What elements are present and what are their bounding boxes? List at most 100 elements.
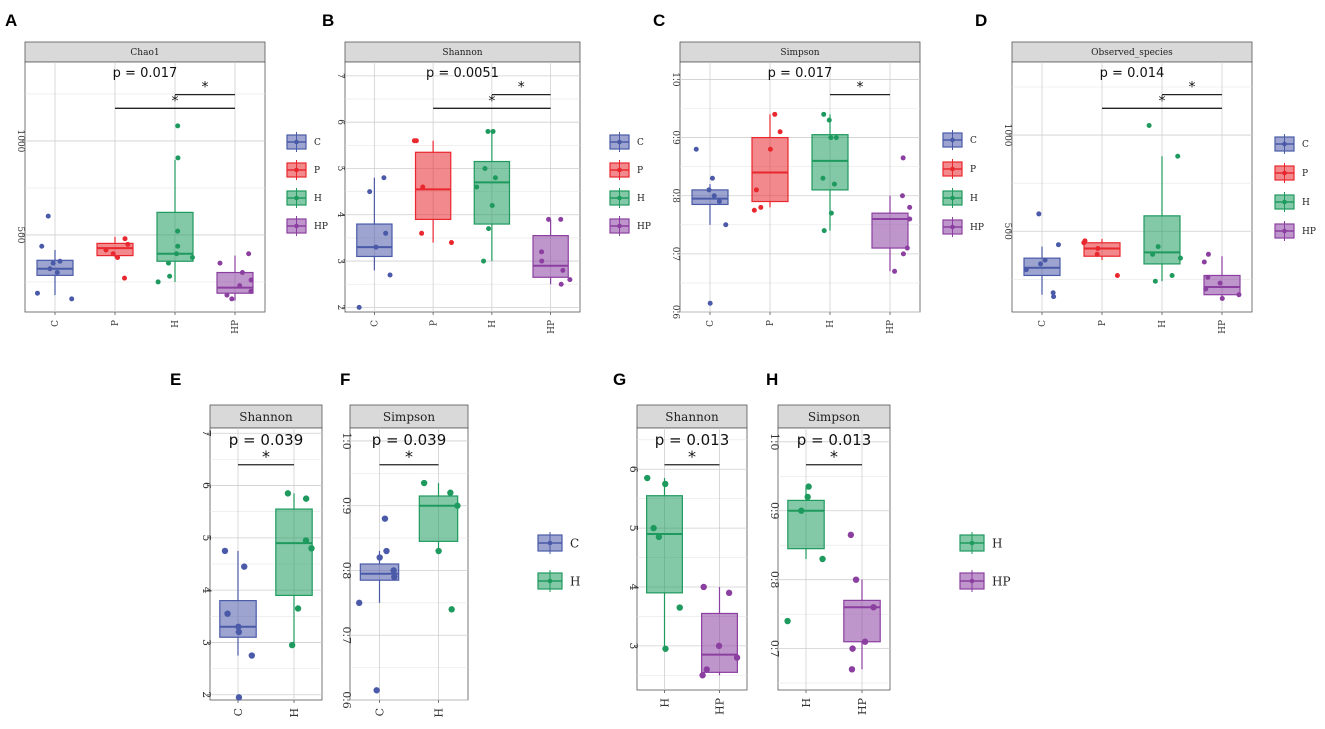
- data-point: [419, 230, 425, 236]
- data-point: [784, 617, 791, 625]
- y-tick-label: 0.9: [670, 130, 680, 145]
- y-tick-label: 0.6: [670, 305, 680, 320]
- data-point: [819, 555, 826, 563]
- legend-label: P: [314, 166, 320, 176]
- x-tick-label: HP: [856, 697, 869, 715]
- panel-label: D: [975, 11, 987, 30]
- data-point: [486, 226, 492, 232]
- data-point: [367, 189, 373, 195]
- x-tick-label: HP: [713, 697, 726, 715]
- x-tick-label: P: [111, 320, 121, 326]
- legend-key-point: [1282, 228, 1287, 234]
- x-tick-label: H: [288, 708, 301, 718]
- legend-key-point: [1282, 170, 1287, 176]
- box-c: [219, 600, 257, 638]
- panel-label: C: [653, 11, 665, 30]
- box-h: [473, 160, 511, 225]
- y-tick-label: 4: [335, 212, 345, 218]
- data-point: [716, 199, 722, 205]
- data-point: [1023, 267, 1029, 273]
- data-point: [1050, 290, 1056, 296]
- legend-label: H: [637, 194, 645, 204]
- data-point: [899, 193, 905, 199]
- y-tick-label: 5: [200, 534, 213, 541]
- data-point: [847, 531, 855, 539]
- data-point: [1155, 244, 1161, 250]
- data-point: [420, 479, 428, 487]
- data-point: [115, 254, 121, 260]
- data-point: [753, 187, 759, 193]
- x-tick-label: HP: [547, 320, 557, 334]
- legend-label: H: [314, 194, 322, 204]
- data-point: [420, 184, 426, 190]
- significance-star: *: [262, 447, 270, 466]
- y-tick-label: 7: [200, 430, 213, 437]
- data-point: [175, 228, 181, 234]
- data-point: [849, 645, 856, 652]
- data-point: [907, 216, 913, 222]
- data-point: [650, 524, 657, 532]
- data-point: [723, 222, 729, 228]
- box-h: [646, 495, 683, 594]
- data-point: [239, 270, 245, 276]
- legend-key-point: [294, 139, 299, 145]
- data-point: [644, 474, 651, 482]
- facet-title: Simpson: [780, 48, 819, 58]
- data-point: [767, 146, 773, 152]
- y-tick-label: 3: [627, 642, 640, 649]
- significance-star: *: [688, 447, 696, 466]
- data-point: [413, 138, 419, 144]
- x-tick-label: C: [371, 320, 381, 327]
- legend-label: HP: [314, 222, 328, 232]
- data-point: [546, 216, 552, 222]
- x-tick-label: H: [171, 320, 181, 328]
- legend-key-point: [294, 223, 299, 229]
- data-point: [381, 515, 389, 522]
- legend-label: P: [1302, 169, 1308, 179]
- plot-area: [777, 427, 891, 691]
- data-point: [248, 277, 254, 283]
- data-point: [241, 563, 248, 570]
- legend-label: H: [570, 574, 580, 588]
- data-point: [1146, 122, 1152, 128]
- data-point: [1051, 294, 1057, 300]
- significance-star: *: [405, 447, 413, 466]
- x-tick-label: H: [488, 320, 498, 328]
- data-point: [703, 666, 710, 673]
- x-tick-label: H: [658, 698, 671, 708]
- data-point: [861, 638, 869, 645]
- data-point: [539, 249, 545, 255]
- panel-label: F: [340, 370, 350, 389]
- data-point: [122, 236, 128, 242]
- data-point: [567, 277, 573, 283]
- data-point: [1219, 296, 1225, 302]
- data-point: [655, 533, 663, 541]
- facet-title: Shannon: [239, 410, 293, 424]
- x-tick-label: C: [373, 708, 386, 716]
- data-point: [125, 241, 131, 247]
- data-point: [715, 642, 723, 650]
- data-point: [1169, 272, 1175, 278]
- data-point: [772, 111, 778, 117]
- box-h: [1143, 215, 1181, 265]
- panel-label: E: [170, 370, 181, 389]
- data-point: [1177, 255, 1183, 261]
- data-point: [435, 547, 442, 555]
- legend-key-point: [950, 137, 955, 143]
- data-point: [1055, 242, 1061, 248]
- x-tick-label: H: [826, 320, 836, 328]
- legend-label: P: [970, 165, 976, 175]
- data-point: [1205, 251, 1211, 257]
- data-point: [700, 583, 707, 591]
- x-tick-label: C: [51, 320, 61, 327]
- data-point: [248, 288, 254, 294]
- data-point: [217, 260, 223, 266]
- data-point: [870, 604, 877, 611]
- legend-top-3: C P H HP: [942, 130, 984, 237]
- legend-key-point: [950, 224, 955, 230]
- data-point: [798, 507, 805, 514]
- y-tick-label: 6: [200, 482, 213, 489]
- x-tick-label: P: [1098, 320, 1108, 326]
- data-point: [699, 672, 706, 679]
- data-point: [448, 606, 455, 613]
